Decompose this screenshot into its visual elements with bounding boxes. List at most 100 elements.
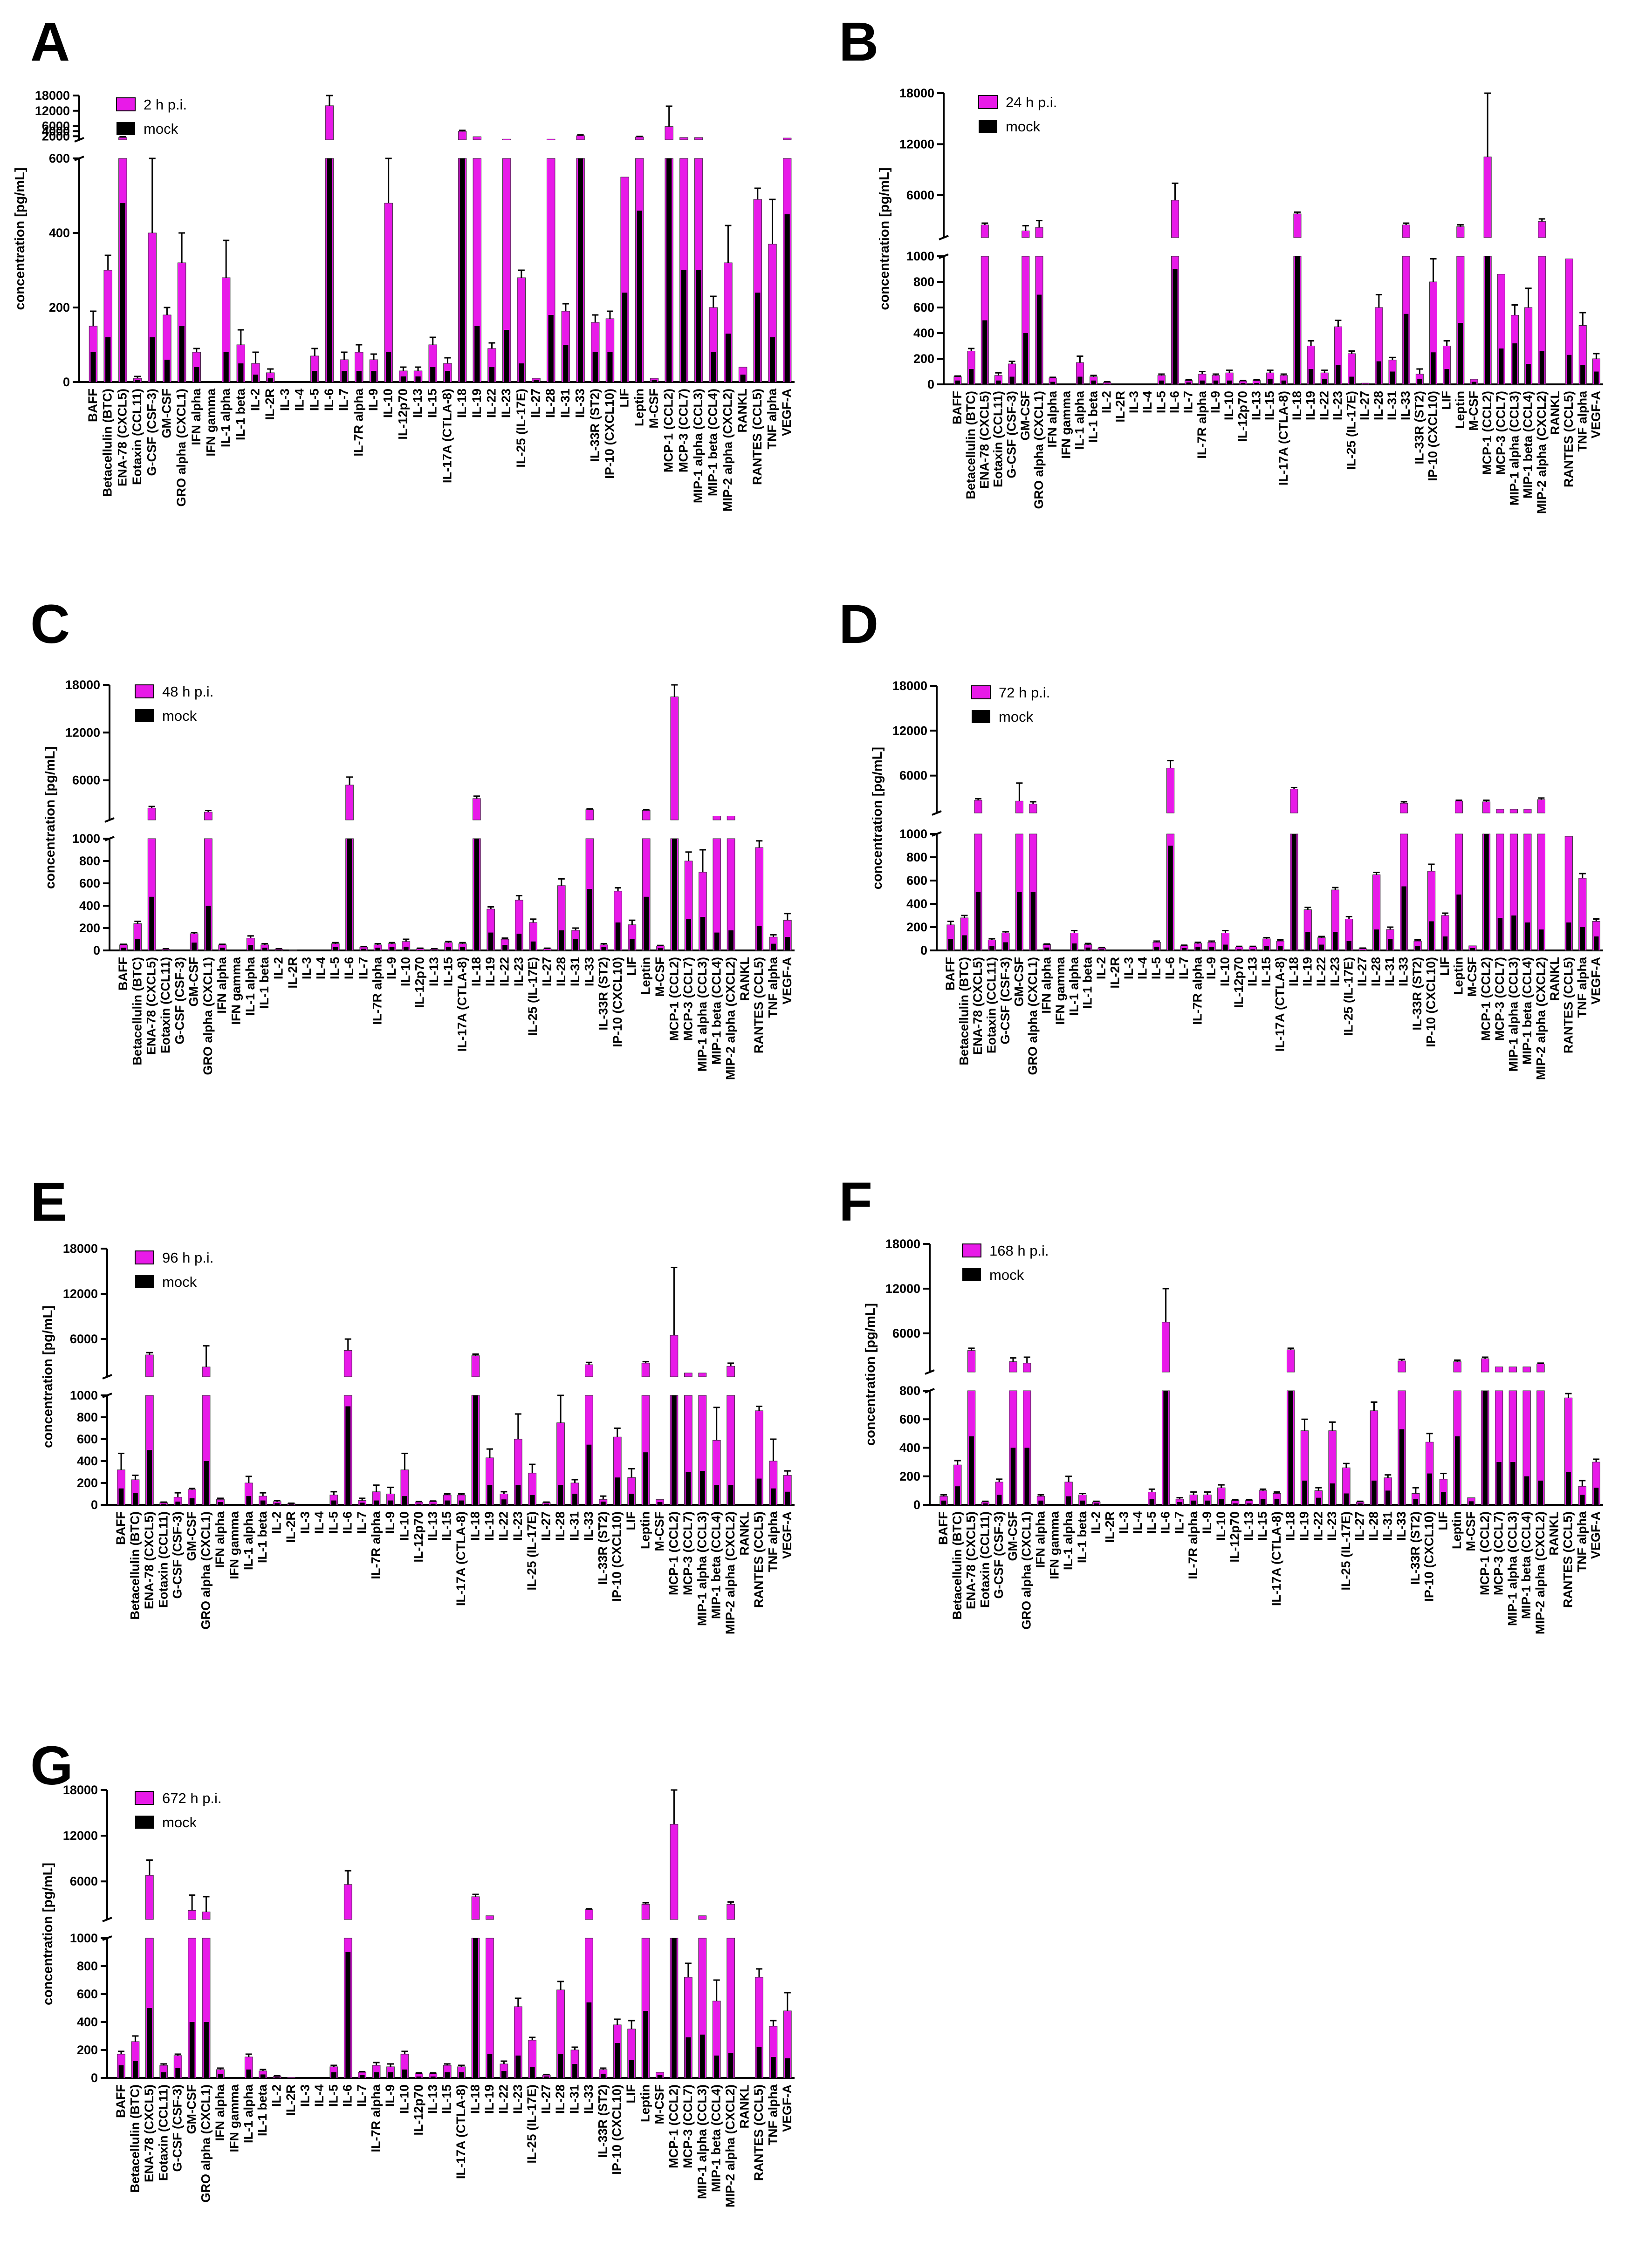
bar-group — [400, 2050, 409, 2078]
bar-group — [1564, 1393, 1573, 1505]
bar-mock — [331, 2072, 336, 2078]
bar-mock — [1080, 1500, 1085, 1505]
bar-infected-upper — [343, 1884, 352, 1920]
bar-mock — [1099, 949, 1104, 950]
x-tick-label: RANTES (CCL5) — [750, 389, 764, 485]
bar-mock — [1195, 947, 1200, 950]
x-tick-label: IL-28 — [553, 1511, 567, 1541]
panel-letter: B — [839, 11, 878, 73]
x-tick-label: IP-10 (CXCL10) — [1422, 1511, 1436, 1602]
bar-mock — [487, 2054, 493, 2078]
bar-mock — [359, 1503, 365, 1505]
x-tick-label: TNF alpha — [766, 2084, 780, 2145]
x-tick-label: IL-15 — [1263, 391, 1277, 420]
y-tick-label: 6000 — [70, 1874, 98, 1888]
bar-group — [259, 1492, 267, 1505]
bar-group — [1198, 371, 1207, 385]
y-tick-label: 200 — [913, 352, 934, 366]
y-tick-label: 18000 — [63, 1242, 98, 1256]
bar-mock — [996, 380, 1001, 384]
bar-group — [274, 948, 283, 951]
x-tick-label: IL-33R (ST2) — [1412, 391, 1426, 465]
bar-group — [1537, 797, 1545, 951]
bar-mock — [755, 293, 761, 382]
bar-mock — [785, 2058, 790, 2078]
legend-label-mock: mock — [1006, 118, 1041, 135]
bar-group — [981, 1500, 990, 1505]
x-tick-label: IL-33R (ST2) — [1408, 1511, 1422, 1585]
x-tick-label: G-CSF (CSF-3) — [1005, 391, 1019, 478]
bar-mock — [374, 2072, 379, 2078]
x-tick-label: IL-7 — [1177, 957, 1191, 979]
x-tick-label: IL-4 — [1136, 957, 1150, 979]
bar-mock — [345, 1406, 351, 1505]
bar-group — [1185, 379, 1193, 385]
y-tick-label: 600 — [899, 1412, 920, 1426]
x-tick-label: IFN alpha — [213, 2084, 227, 2141]
bar-infected-upper — [1009, 1361, 1017, 1373]
x-tick-label: IL-33 — [1397, 957, 1411, 986]
bar-group — [1592, 918, 1600, 951]
bar-mock — [558, 1485, 563, 1505]
legend-label-mock: mock — [144, 121, 178, 137]
bar-mock — [194, 367, 199, 382]
bar-mock — [1219, 1499, 1224, 1505]
x-tick-label: TNF alpha — [766, 956, 780, 1018]
bar-mock — [118, 2065, 124, 2078]
bar-mock — [135, 939, 140, 950]
x-tick-label: IL-7 — [1172, 1511, 1186, 1534]
legend-swatch-infected — [116, 97, 136, 111]
bar-group — [1384, 1474, 1392, 1505]
bar-group — [679, 137, 688, 383]
x-tick-label: IL-1 alpha — [241, 1511, 255, 1570]
bar-group — [117, 2050, 125, 2078]
x-tick-label: Eotaxin (CCL11) — [130, 389, 144, 485]
bar-infected-upper — [1402, 225, 1410, 238]
bar-mock — [573, 939, 578, 950]
bar-mock — [1023, 333, 1028, 384]
x-tick-label: BAFF — [114, 2084, 128, 2118]
x-tick-label: IL-1 beta — [255, 1511, 269, 1563]
bar-mock — [347, 839, 352, 950]
bar-group — [329, 2064, 338, 2078]
bar-infected-upper — [1453, 1361, 1461, 1373]
bar-group — [1175, 1497, 1184, 1505]
x-tick-label: MIP-2 alpha (CXCL2) — [1533, 1511, 1547, 1634]
x-tick-label: IL-19 — [483, 957, 497, 986]
bar-mock — [771, 943, 776, 950]
x-tick-label: BAFF — [116, 957, 130, 991]
bar-mock — [1468, 1501, 1474, 1505]
x-tick-label: LIF — [617, 389, 631, 408]
bar-mock — [578, 158, 583, 382]
bar-mock — [260, 1500, 266, 1505]
y-tick-label: 400 — [77, 1454, 98, 1468]
bar-group — [1217, 1484, 1226, 1505]
bar-group — [967, 1347, 976, 1505]
panel-b: B 0 200 400 600 800 1000 6000 12000 18000 concentr… — [839, 11, 1603, 514]
bar-group — [613, 2018, 622, 2078]
bar-group — [131, 1475, 140, 1505]
axis-break-mark — [102, 1917, 112, 1922]
legend-swatch-mock — [979, 120, 997, 133]
bar-group — [1148, 1488, 1156, 1505]
bar-group — [656, 1499, 664, 1505]
bar-mock — [1066, 1496, 1071, 1505]
bar-group — [355, 344, 363, 383]
bar-infected-upper — [1454, 800, 1463, 813]
bar-mock — [118, 1488, 124, 1505]
bar-group — [628, 919, 637, 951]
x-tick-label: GRO alpha (CXCL1) — [201, 957, 215, 1075]
bar-group — [1035, 220, 1043, 385]
x-tick-label: IL-22 — [484, 389, 498, 418]
x-tick-label: MIP-1 beta (CCL4) — [709, 1511, 723, 1619]
x-tick-label: TNF alpha — [766, 1511, 780, 1572]
x-tick-label: IL-18 — [469, 957, 483, 986]
legend: 72 h p.i. mock — [971, 684, 1050, 725]
bar-mock — [120, 203, 125, 382]
bar-group — [1084, 943, 1092, 951]
bar-group — [1372, 872, 1381, 951]
bar-mock — [359, 2075, 365, 2078]
x-tick-label: IFN alpha — [189, 388, 203, 445]
bar-group — [1023, 1356, 1031, 1505]
bar-group — [373, 943, 382, 951]
